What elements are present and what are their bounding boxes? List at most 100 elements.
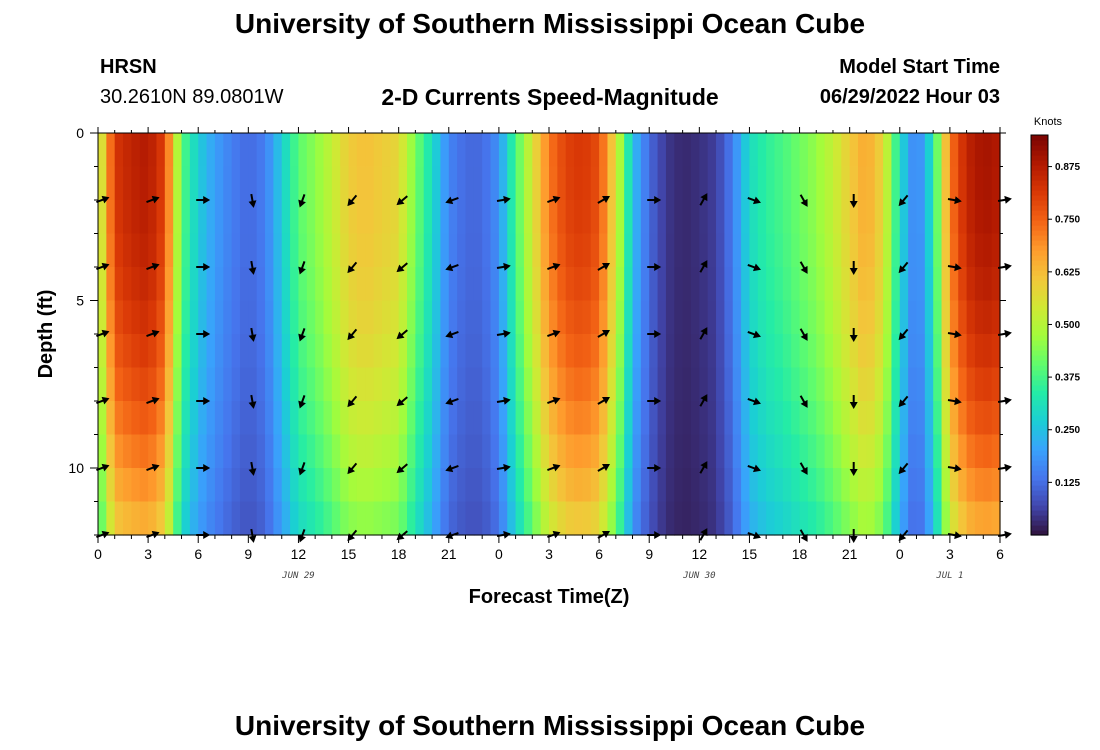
page-title: University of Southern Mississippi Ocean… (234, 8, 866, 39)
heatmap-cell (941, 434, 951, 469)
heatmap-cell (290, 300, 300, 335)
heatmap-cell (173, 401, 183, 436)
heatmap-cell (440, 133, 450, 168)
heatmap-cell (682, 434, 692, 469)
heatmap-cell (356, 334, 366, 369)
heatmap-cell (782, 300, 792, 335)
heatmap-cell (123, 133, 133, 168)
heatmap-cell (423, 200, 433, 235)
heatmap-cell (874, 468, 884, 503)
current-vector-arrow (298, 328, 306, 342)
heatmap-cell (198, 434, 208, 469)
heatmap-cell (173, 233, 183, 268)
heatmap-cell (498, 133, 508, 168)
heatmap-cell (248, 200, 258, 235)
heatmap-cell (490, 367, 500, 402)
heatmap-cell (824, 166, 834, 201)
heatmap-cell (607, 501, 617, 536)
heatmap-cell (565, 334, 575, 369)
heatmap-cell (173, 200, 183, 235)
heatmap-cell (924, 501, 934, 536)
heatmap-cell (741, 200, 751, 235)
heatmap-cell (757, 233, 767, 268)
heatmap-cell (432, 401, 442, 436)
colorbar-swatch (1031, 460, 1048, 466)
heatmap-cell (498, 200, 508, 235)
heatmap-cell (356, 434, 366, 469)
x-tick-label: 0 (94, 546, 102, 562)
heatmap-cell (373, 133, 383, 168)
heatmap-cell (482, 166, 492, 201)
heatmap-cell (941, 267, 951, 302)
current-vector-arrow (597, 464, 610, 472)
colorbar-swatch (1031, 440, 1048, 446)
heatmap-cell (348, 300, 358, 335)
heatmap-cell (807, 300, 817, 335)
heatmap-cell (632, 367, 642, 402)
heatmap-cell (356, 166, 366, 201)
heatmap-cell (465, 166, 475, 201)
heatmap-cell (281, 401, 291, 436)
heatmap-cell (574, 367, 584, 402)
colorbar-tick-label: 0.875 (1055, 162, 1080, 173)
heatmap-cell (557, 434, 567, 469)
heatmap-cell (390, 166, 400, 201)
heatmap-cell (590, 300, 600, 335)
heatmap-cell (164, 401, 174, 436)
heatmap-cell (256, 166, 266, 201)
heatmap-cell (682, 401, 692, 436)
heatmap-cell (523, 401, 533, 436)
heatmap-cell (281, 200, 291, 235)
heatmap-cell (423, 367, 433, 402)
heatmap-cell (774, 267, 784, 302)
heatmap-cell (866, 468, 876, 503)
current-vector-arrow (347, 395, 358, 408)
heatmap-cell (273, 401, 283, 436)
current-vector-arrow (196, 263, 211, 271)
heatmap-cell (173, 166, 183, 201)
heatmap-cell (231, 200, 241, 235)
date-label: JUN 29 (281, 571, 315, 581)
heatmap-cell (665, 434, 675, 469)
heatmap-cell (966, 401, 976, 436)
heatmap-cell (582, 267, 592, 302)
heatmap-cell (540, 267, 550, 302)
current-vector-arrow (496, 396, 511, 405)
heatmap-cell (532, 401, 542, 436)
heatmap-cell (632, 501, 642, 536)
heatmap-cell (432, 501, 442, 536)
heatmap-cell (181, 267, 191, 302)
heatmap-cell (248, 501, 258, 536)
colorbar-swatch (1031, 480, 1048, 486)
heatmap-cell (974, 300, 984, 335)
heatmap-cell (632, 300, 642, 335)
heatmap-cell (131, 468, 141, 503)
heatmap-cell (390, 300, 400, 335)
heatmap-cell (933, 434, 943, 469)
heatmap-cell (782, 401, 792, 436)
heatmap-cell (816, 334, 826, 369)
heatmap-cell (749, 468, 759, 503)
heatmap-cell (323, 367, 333, 402)
heatmap-cell (490, 267, 500, 302)
heatmap-cell (741, 133, 751, 168)
heatmap-cell (407, 468, 416, 503)
heatmap-cell (139, 501, 149, 536)
current-vector-arrow (146, 396, 160, 405)
heatmap-cell (223, 166, 233, 201)
heatmap-cell (273, 434, 283, 469)
heatmap-cell (381, 300, 391, 335)
heatmap-cell (473, 501, 483, 536)
heatmap-cell (899, 133, 909, 168)
heatmap-cell (540, 501, 550, 536)
colorbar-swatch (1031, 405, 1048, 411)
heatmap-cell (432, 334, 442, 369)
heatmap-cell (916, 233, 926, 268)
heatmap-cell (924, 166, 934, 201)
heatmap-cell (782, 468, 792, 503)
heatmap-cell (415, 501, 425, 536)
x-tick-label: 12 (291, 546, 307, 562)
heatmap-cell (599, 501, 609, 536)
heatmap-cell (974, 334, 984, 369)
heatmap-cell (156, 267, 166, 302)
